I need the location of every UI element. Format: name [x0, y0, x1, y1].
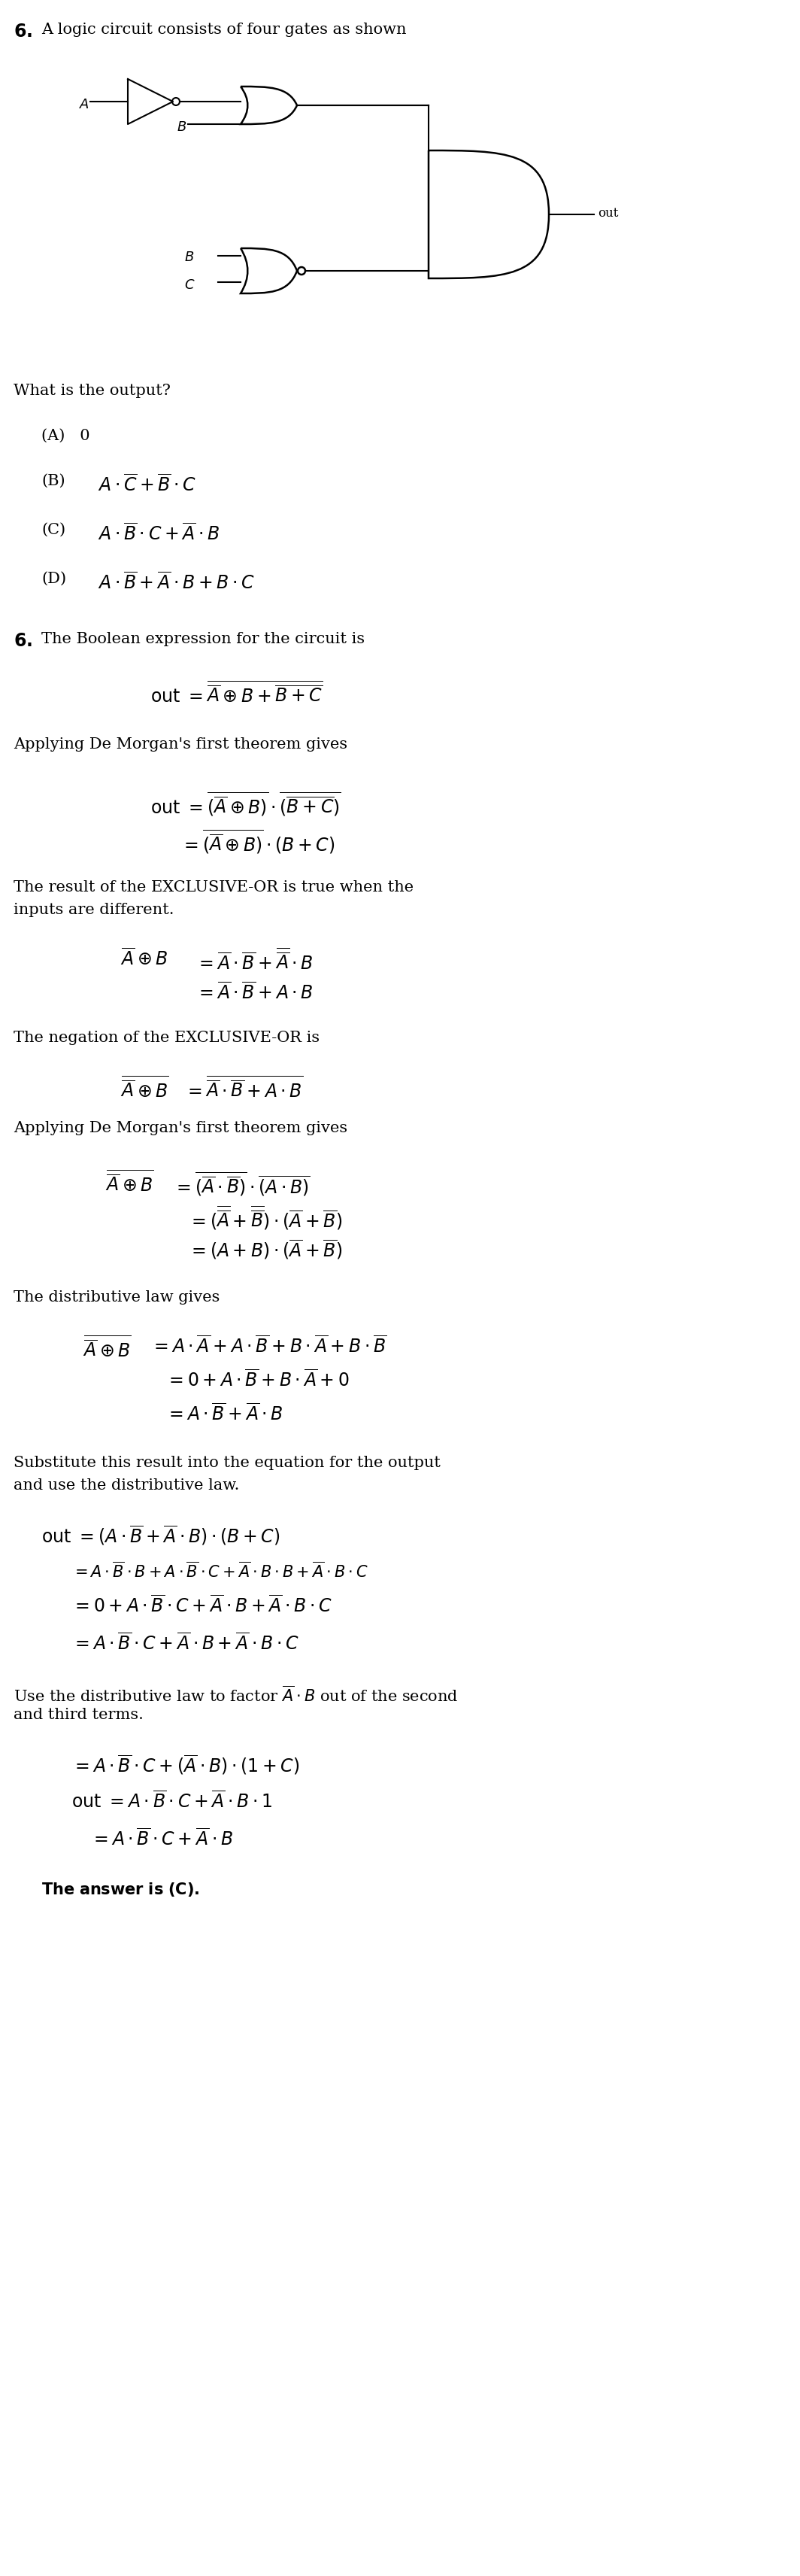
Text: $= A \cdot \overline{B} \cdot B + A \cdot \overline{B} \cdot C + \overline{A} \c: $= A \cdot \overline{B} \cdot B + A \cdo…: [71, 1561, 368, 1579]
PathPatch shape: [429, 149, 549, 278]
Text: $= \overline{A} \cdot \overline{B} + A \cdot B$: $= \overline{A} \cdot \overline{B} + A \…: [195, 981, 314, 1002]
Text: $B$: $B$: [177, 121, 186, 134]
Text: What is the output?: What is the output?: [14, 384, 170, 397]
Text: The distributive law gives: The distributive law gives: [14, 1291, 220, 1303]
Text: $= 0 + A \cdot \overline{B} \cdot C + \overline{A} \cdot B + \overline{A} \cdot : $= 0 + A \cdot \overline{B} \cdot C + \o…: [71, 1595, 332, 1615]
Text: $= A \cdot \overline{B} \cdot C + (\overline{A} \cdot B) \cdot (1 + C)$: $= A \cdot \overline{B} \cdot C + (\over…: [71, 1752, 299, 1775]
PathPatch shape: [241, 247, 297, 294]
Text: $\overline{A} \oplus B$: $\overline{A} \oplus B$: [120, 948, 168, 969]
PathPatch shape: [241, 88, 297, 124]
Text: (C): (C): [42, 523, 66, 538]
Text: The result of the EXCLUSIVE-OR is true when the: The result of the EXCLUSIVE-OR is true w…: [14, 881, 414, 894]
Text: $\mathbf{6.}$: $\mathbf{6.}$: [14, 23, 32, 41]
Text: inputs are different.: inputs are different.: [14, 902, 174, 917]
Text: $B$: $B$: [184, 250, 194, 265]
Text: $= A \cdot \overline{B} \cdot C + \overline{A} \cdot B$: $= A \cdot \overline{B} \cdot C + \overl…: [90, 1829, 233, 1850]
Text: $= \overline{\overline{A} \cdot \overline{B} + A \cdot B}$: $= \overline{\overline{A} \cdot \overlin…: [184, 1077, 303, 1100]
Text: $= A \cdot \overline{B} \cdot C + \overline{A} \cdot B + \overline{A} \cdot B \c: $= A \cdot \overline{B} \cdot C + \overl…: [71, 1633, 299, 1654]
Text: $\overline{\overline{A} \oplus B}$: $\overline{\overline{A} \oplus B}$: [82, 1334, 131, 1360]
Text: out $= \overline{(\overline{A} \oplus B)} \cdot \overline{(\overline{B+C})}$: out $= \overline{(\overline{A} \oplus B)…: [150, 791, 342, 817]
Text: (D): (D): [42, 572, 66, 587]
Text: $A \cdot \overline{C} + \overline{B} \cdot C$: $A \cdot \overline{C} + \overline{B} \cd…: [98, 474, 196, 495]
Text: The negation of the EXCLUSIVE-OR is: The negation of the EXCLUSIVE-OR is: [14, 1030, 320, 1046]
Text: Use the distributive law to factor $\overline{A} \cdot B$ out of the second: Use the distributive law to factor $\ove…: [14, 1685, 458, 1705]
Text: out $= (A \cdot \overline{B} + \overline{A} \cdot B) \cdot (B + C)$: out $= (A \cdot \overline{B} + \overline…: [42, 1522, 280, 1546]
Text: (A)   0: (A) 0: [42, 428, 90, 443]
Text: Applying De Morgan's first theorem gives: Applying De Morgan's first theorem gives: [14, 737, 347, 752]
Text: $= 0 + A \cdot \overline{B} + B \cdot \overline{A} + 0$: $= 0 + A \cdot \overline{B} + B \cdot \o…: [166, 1370, 350, 1391]
Text: out $= \overline{\overline{A} \oplus B + \overline{B+C}}$: out $= \overline{\overline{A} \oplus B +…: [150, 680, 322, 706]
Text: $= \overline{(\overline{A} \cdot \overline{B})} \cdot \overline{(A \cdot B)}$: $= \overline{(\overline{A} \cdot \overli…: [173, 1170, 310, 1198]
Text: The Boolean expression for the circuit is: The Boolean expression for the circuit i…: [42, 631, 365, 647]
Text: $A$: $A$: [79, 98, 90, 111]
Text: and third terms.: and third terms.: [14, 1708, 143, 1723]
Text: $\mathbf{6.}$: $\mathbf{6.}$: [14, 631, 32, 649]
Text: $\bf{The\ answer\ is\ (C).}$: $\bf{The\ answer\ is\ (C).}$: [42, 1880, 199, 1899]
Text: $A \cdot \overline{B} \cdot C + \overline{A} \cdot B$: $A \cdot \overline{B} \cdot C + \overlin…: [98, 523, 220, 544]
Text: $= (A + B) \cdot (\overline{A} + \overline{B})$: $= (A + B) \cdot (\overline{A} + \overli…: [188, 1236, 342, 1260]
Text: $= A \cdot \overline{A} + A \cdot \overline{B} + B \cdot \overline{A} + B \cdot : $= A \cdot \overline{A} + A \cdot \overl…: [150, 1334, 386, 1358]
Text: (B): (B): [42, 474, 65, 489]
Text: $C$: $C$: [184, 278, 195, 291]
Text: A logic circuit consists of four gates as shown: A logic circuit consists of four gates a…: [42, 23, 406, 36]
Text: $= A \cdot \overline{B} + \overline{A} \cdot B$: $= A \cdot \overline{B} + \overline{A} \…: [166, 1404, 283, 1425]
Text: $\overline{\overline{A} \oplus B}$: $\overline{\overline{A} \oplus B}$: [106, 1170, 154, 1195]
Text: and use the distributive law.: and use the distributive law.: [14, 1479, 239, 1492]
Text: out $= A \cdot \overline{B} \cdot C + \overline{A} \cdot B \cdot 1$: out $= A \cdot \overline{B} \cdot C + \o…: [71, 1790, 272, 1811]
Text: out: out: [598, 206, 618, 219]
Text: $= (\overline{\overline{A}} + \overline{\overline{B}}) \cdot (\overline{A} + \ov: $= (\overline{\overline{A}} + \overline{…: [188, 1203, 342, 1231]
Text: $\overline{\overline{A} \oplus B}$: $\overline{\overline{A} \oplus B}$: [120, 1077, 169, 1100]
Text: $= \overline{(\overline{A} \oplus B)} \cdot (B+C)$: $= \overline{(\overline{A} \oplus B)} \c…: [181, 827, 335, 855]
Text: Applying De Morgan's first theorem gives: Applying De Morgan's first theorem gives: [14, 1121, 347, 1136]
Text: Substitute this result into the equation for the output: Substitute this result into the equation…: [14, 1455, 441, 1471]
Text: $= \overline{A} \cdot \overline{B} + \overline{\overline{A}} \cdot B$: $= \overline{A} \cdot \overline{B} + \ov…: [195, 948, 314, 974]
Text: $A \cdot \overline{B} + \overline{A} \cdot B + B \cdot C$: $A \cdot \overline{B} + \overline{A} \cd…: [98, 572, 254, 592]
